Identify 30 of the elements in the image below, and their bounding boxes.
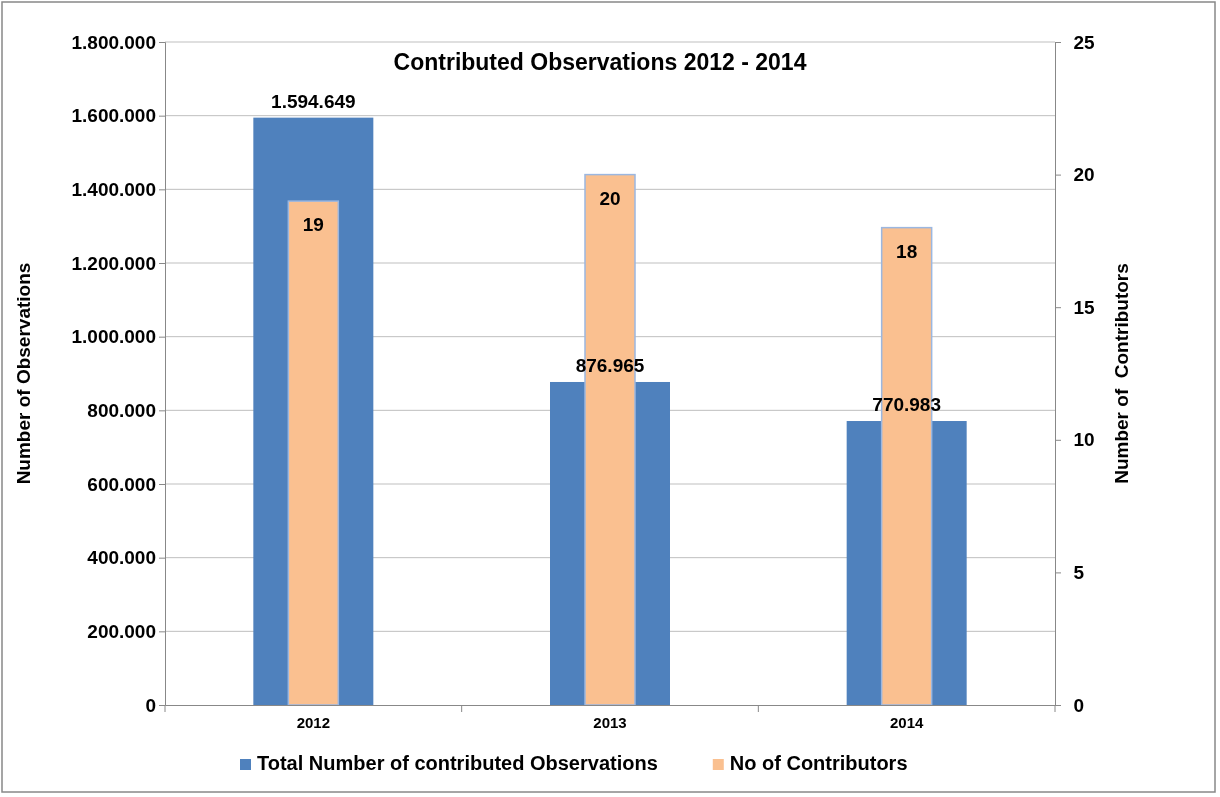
y-tick-label: 200.000: [87, 620, 156, 642]
y-tick-label: 0: [145, 694, 156, 716]
data-label: 876.965: [575, 354, 645, 376]
data-label: 20: [599, 187, 621, 209]
y2-axis-title: Number of Contributors: [1111, 263, 1132, 484]
y2-tick-label: 25: [1073, 31, 1096, 53]
y-tick-label: 600.000: [87, 473, 156, 495]
y-tick-label: 1.000.000: [71, 326, 156, 348]
y-tick-label: 1.600.000: [71, 105, 156, 127]
y-tick-label: 800.000: [87, 399, 156, 421]
data-label: 770.983: [872, 394, 942, 416]
legend-label: No of Contributors: [729, 752, 908, 774]
x-tick-label: 2012: [296, 713, 331, 731]
chart-title: Contributed Observations 2012 - 2014: [393, 49, 807, 75]
x-tick-label: 2014: [889, 713, 925, 731]
data-label: 19: [302, 214, 324, 236]
y2-tick-label: 15: [1073, 296, 1096, 318]
data-label: 1.594.649: [271, 90, 356, 112]
data-label: 18: [896, 240, 918, 262]
y2-tick-label: 5: [1073, 561, 1085, 583]
y-tick-label: 1.800.000: [71, 31, 156, 53]
y-tick-label: 400.000: [87, 547, 156, 569]
y-axis-title: Number of Observations: [13, 262, 34, 485]
y2-tick-label: 0: [1073, 694, 1085, 716]
y-tick-label: 1.200.000: [71, 252, 156, 274]
legend-label: Total Number of contributed Observations: [257, 752, 658, 774]
y-tick-label: 1.400.000: [71, 178, 156, 200]
x-tick-label: 2013: [593, 713, 627, 731]
y2-tick-label: 20: [1073, 164, 1095, 186]
y2-tick-label: 10: [1073, 429, 1095, 451]
